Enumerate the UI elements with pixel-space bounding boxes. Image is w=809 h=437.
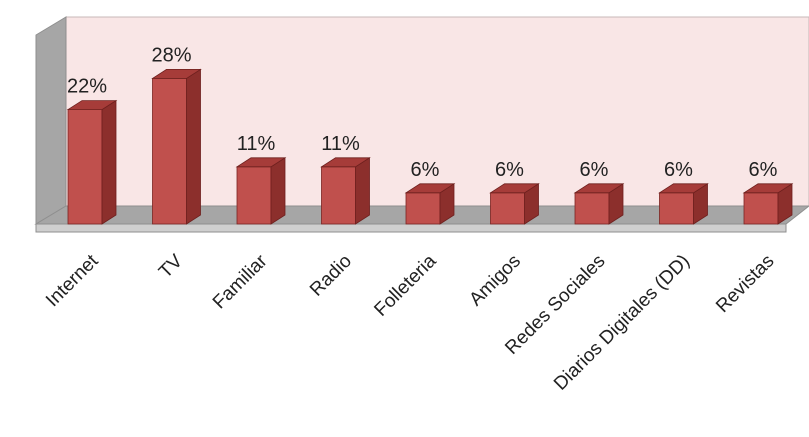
- value-label: 11%: [237, 133, 276, 155]
- bar-folleteria-front: [405, 192, 441, 225]
- bar-internet-top: [66, 100, 118, 110]
- bar-tv-front: [152, 78, 187, 225]
- bar-internet-front: [67, 109, 103, 225]
- bar-familiar-top: [235, 157, 287, 168]
- category-label: Radio: [306, 251, 356, 301]
- value-label: 6%: [411, 159, 440, 181]
- floor-edge: [35, 223, 787, 233]
- bar-redes-sociales-front: [574, 192, 610, 225]
- side-wall: [35, 16, 67, 225]
- bar-diarios-digitales-dd: [658, 183, 709, 225]
- bar-revistas: [742, 183, 794, 225]
- bar-diarios-digitales-dd-top: [658, 183, 709, 194]
- value-label: 6%: [580, 159, 609, 181]
- bar-radio-side: [355, 157, 370, 225]
- value-label: 6%: [749, 159, 778, 181]
- bar-redes-sociales: [573, 183, 625, 225]
- bar-revistas-front: [743, 192, 779, 225]
- category-label: Familiar: [209, 250, 272, 313]
- bar-internet: [66, 99, 118, 225]
- category-label: Folleteria: [370, 250, 440, 320]
- bar-radio-front: [321, 166, 356, 225]
- bar-revistas-top: [742, 183, 794, 194]
- chart-category-labels: Internet TV Familiar Radio Folleteria Amigos R…: [42, 250, 778, 395]
- bar-tv-side: [186, 68, 201, 225]
- bar-radio-top: [320, 157, 371, 168]
- bar-familiar-front: [236, 166, 272, 225]
- value-label: 6%: [664, 159, 693, 181]
- bar-familiar-side: [270, 157, 286, 225]
- value-label: 6%: [495, 159, 524, 181]
- value-label: 11%: [321, 133, 360, 155]
- bar-diarios-digitales-dd-front: [659, 192, 694, 225]
- bar-familiar: [235, 157, 287, 225]
- bar-amigos-top: [489, 183, 540, 194]
- bar-folleteria-top: [404, 183, 456, 194]
- bar-redes-sociales-top: [573, 183, 625, 194]
- category-label: Revistas: [712, 251, 778, 317]
- category-label: Internet: [42, 250, 103, 311]
- bar-internet-side: [101, 99, 117, 225]
- bar-radio: [320, 157, 371, 225]
- category-label: TV: [155, 250, 187, 282]
- bar-tv-top: [151, 69, 202, 79]
- value-label: 28%: [151, 44, 191, 66]
- chart-value-labels: 22% 28% 11% 11% 6% 6% 6% 6% 6%: [67, 44, 778, 180]
- bar-tv: [151, 68, 202, 225]
- value-label: 22%: [67, 76, 107, 98]
- bar-amigos: [489, 183, 540, 225]
- chart-bars: [66, 68, 794, 225]
- bar-folleteria: [404, 183, 456, 225]
- bar-amigos-front: [490, 192, 525, 225]
- category-label: Amigos: [465, 251, 525, 311]
- category-label: Diarios Digitales (DD): [550, 251, 694, 395]
